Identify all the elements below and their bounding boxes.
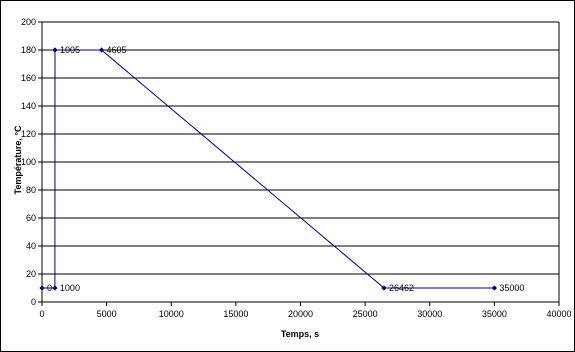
series-line: [42, 49, 495, 289]
data-label: 1005: [60, 45, 80, 55]
y-axis-title: Température, °C: [13, 125, 23, 194]
data-label: 1000: [60, 283, 80, 293]
data-point-marker: [52, 285, 58, 291]
x-tick-label: 10000: [159, 309, 184, 319]
y-tick-label: 200: [21, 17, 36, 27]
data-point-marker: [381, 285, 387, 291]
data-point-marker: [98, 47, 105, 53]
y-tick-label: 0: [31, 297, 36, 307]
x-tick-label: 5000: [97, 309, 117, 319]
data-point-marker: [52, 47, 58, 53]
x-tick-label: 35000: [482, 309, 507, 319]
y-tick-label: 20: [26, 269, 36, 279]
y-tick-labels: 0 20 40 60 80 100 120 140 160 180 200: [21, 17, 36, 307]
y-tick-label: 40: [26, 241, 36, 251]
grid-lines: [42, 21, 559, 303]
series-group: [39, 47, 497, 291]
x-tick-label: 30000: [417, 309, 442, 319]
axes: [38, 21, 560, 306]
y-tick-label: 180: [21, 45, 36, 55]
x-axis-title: Temps, s: [281, 329, 319, 339]
x-tick-label: 20000: [288, 309, 313, 319]
data-point-marker: [491, 285, 497, 291]
x-tick-label: 40000: [546, 309, 571, 319]
x-tick-label: 25000: [353, 309, 378, 319]
y-tick-label: 160: [21, 73, 36, 83]
y-tick-label: 80: [26, 185, 36, 195]
data-label: 4605: [107, 45, 127, 55]
data-label: 26462: [389, 283, 414, 293]
x-tick-label: 0: [39, 309, 44, 319]
data-label: 35000: [499, 283, 524, 293]
data-labels-group: 0 1000 1005 4605 26462 35000: [47, 45, 524, 293]
x-tick-labels: 0 5000 10000 15000 20000 25000 30000 35000 40000: [39, 309, 571, 319]
data-label: 0: [47, 283, 52, 293]
y-tick-label: 120: [21, 129, 36, 139]
y-tick-label: 100: [21, 157, 36, 167]
x-tick-label: 15000: [223, 309, 248, 319]
y-tick-label: 140: [21, 101, 36, 111]
data-point-marker: [39, 285, 45, 291]
y-tick-label: 60: [26, 213, 36, 223]
